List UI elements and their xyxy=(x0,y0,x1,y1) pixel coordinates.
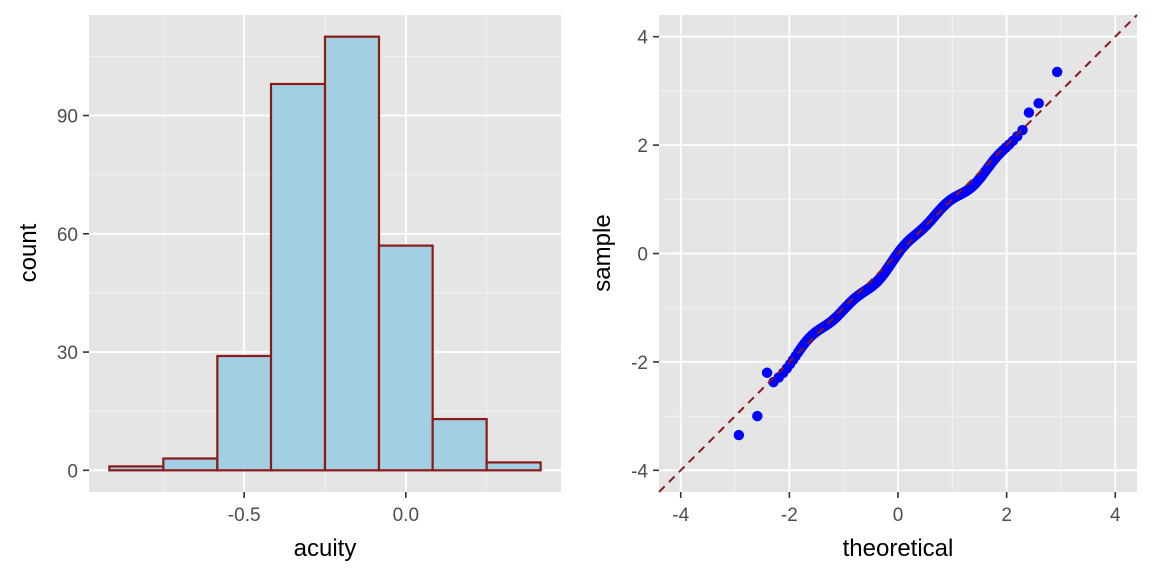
histogram-y-tick-label: 60 xyxy=(57,225,78,246)
histogram-bars xyxy=(108,35,542,472)
qq-plot-chart: -4 -2 0 2 4 -4 -2 0 2 4 theoretical sample xyxy=(589,14,1138,562)
histogram-bar xyxy=(431,417,488,472)
histogram-bar xyxy=(323,35,381,472)
histogram-y-tick-label: 0 xyxy=(67,461,78,482)
qq-x-tick-label: -4 xyxy=(672,505,689,526)
qq-y-tick-label: 0 xyxy=(637,245,648,266)
histogram-bar xyxy=(377,244,434,472)
qq-point xyxy=(761,367,773,378)
qq-y-axis: -4 -2 0 2 4 xyxy=(631,28,659,482)
histogram-y-tick-label: 30 xyxy=(57,343,78,364)
qq-x-axis-title: theoretical xyxy=(843,535,954,562)
qq-x-axis: -4 -2 0 2 4 xyxy=(672,492,1121,526)
qq-y-tick-label: 2 xyxy=(637,136,648,157)
qq-reference-line xyxy=(658,14,1138,493)
qq-x-tick-label: 4 xyxy=(1110,505,1121,526)
histogram-bar xyxy=(162,457,219,472)
qq-x-tick-label: 0 xyxy=(893,505,904,526)
histogram-y-axis: 0 30 60 90 xyxy=(57,107,89,482)
histogram-x-tick-label: 0.0 xyxy=(393,505,419,526)
qq-major-grid xyxy=(659,15,1137,492)
histogram-bar xyxy=(108,465,165,472)
qq-point xyxy=(752,410,763,422)
qq-reference-line-path xyxy=(658,14,1138,493)
histogram-y-axis-title: count xyxy=(15,223,42,282)
qq-point xyxy=(733,429,745,441)
qq-y-axis-title: sample xyxy=(589,214,616,291)
histogram-x-tick-label: -0.5 xyxy=(228,505,261,526)
histogram-x-axis: -0.5 0.0 xyxy=(228,492,419,526)
qq-point xyxy=(1033,98,1044,109)
qq-point xyxy=(1051,66,1063,78)
histogram-x-axis-title: acuity xyxy=(294,535,357,562)
histogram-bar xyxy=(269,82,327,472)
qq-point xyxy=(1023,107,1035,118)
qq-y-tick-label: -2 xyxy=(631,353,648,374)
qq-y-tick-label: 4 xyxy=(637,28,648,49)
histogram-chart: -0.5 0.0 0 30 60 90 acuity count xyxy=(15,15,561,562)
qq-x-tick-label: 2 xyxy=(1001,505,1012,526)
histogram-bar xyxy=(485,461,542,472)
qq-y-tick-label: -4 xyxy=(631,461,648,482)
histogram-bar xyxy=(216,354,273,472)
qq-x-tick-label: -2 xyxy=(781,505,798,526)
histogram-y-tick-label: 90 xyxy=(57,107,78,128)
